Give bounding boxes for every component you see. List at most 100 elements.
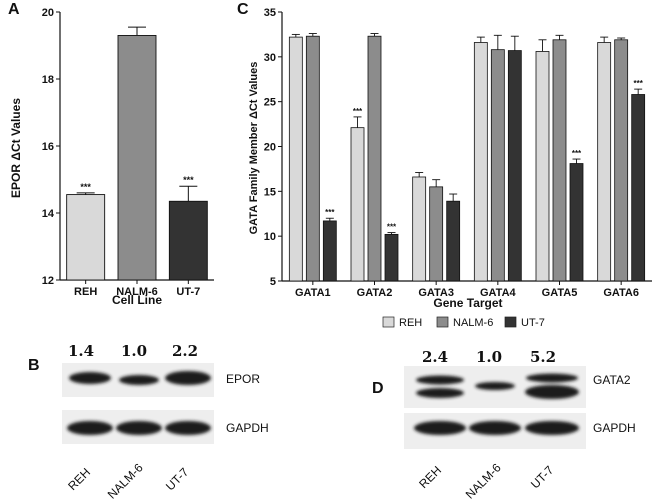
panel-a: A EPOR ΔCt Values Cell Line 12 14 16 18 20 RE… — [8, 1, 214, 307]
blot-d-ratio-ut7: 5.2 — [530, 348, 556, 366]
blot-d-gata2-band-reh-upper — [416, 375, 464, 385]
panel-c-y-tick-label: 10 — [264, 231, 276, 243]
panel-c-legend: REH NALM-6 UT-7 — [382, 316, 545, 329]
panel-c-y-tick-label: 25 — [264, 97, 276, 109]
blot-b-lane-reh: REH — [65, 465, 93, 493]
panel-b: B 1.4 1.0 2.2 EPOR GAPDH REH NALM-6 UT-7 — [28, 342, 269, 502]
blot-d-gata2-bands — [416, 373, 579, 399]
legend-swatch-ut7 — [504, 316, 517, 328]
panel-a-y-tick-label: 18 — [42, 74, 54, 86]
panel-a-x-tick-label: REH — [74, 286, 97, 298]
panel-c-significance-gata6-ut7: *** — [633, 79, 643, 88]
panel-c: C GATA Family Member ΔCt Values Gene Tar… — [237, 1, 652, 329]
panel-a-plot: 12 14 16 18 20 REH *** NALM-6 UT-7 *** — [42, 7, 214, 298]
panel-a-significance-reh: *** — [80, 182, 91, 192]
panel-a-y-tick-label: 20 — [42, 7, 54, 19]
panel-c-letter: C — [237, 1, 249, 18]
panel-c-significance-gata5-ut7: *** — [572, 149, 582, 158]
panel-c-bar-gata4-ut7 — [507, 50, 522, 282]
blot-b-gapdh-label: GAPDH — [226, 421, 269, 435]
blot-b-epor-bands — [69, 371, 211, 385]
panel-d: D 2.4 1.0 5.2 GATA2 GAPDH REH NALM-6 UT-… — [372, 348, 636, 502]
panel-c-x-tick-label-gata6: GATA6 — [603, 287, 639, 299]
panel-a-letter: A — [8, 1, 20, 18]
panel-a-bar-ut7 — [168, 200, 208, 281]
blot-d-gapdh-label: GAPDH — [593, 421, 636, 435]
blot-b-epor-band-ut7 — [165, 371, 211, 385]
blot-d-ratio-reh: 2.4 — [422, 348, 448, 366]
blot-d-gapdh-band-nalm6 — [469, 421, 521, 435]
blot-b-gapdh-band-nalm6 — [116, 421, 162, 435]
panel-a-bar-nalm6 — [117, 35, 157, 281]
blot-d-ratio-nalm6: 1.0 — [476, 348, 502, 366]
panel-c-y-tick-label: 20 — [264, 142, 276, 154]
blot-d-gapdh-band-reh — [414, 421, 466, 435]
legend-label-ut7: UT-7 — [521, 317, 545, 329]
panel-c-x-tick-label-gata2: GATA2 — [357, 287, 393, 299]
legend-label-reh: REH — [399, 317, 422, 329]
blot-b-lane-ut7: UT-7 — [163, 465, 192, 494]
blot-b-epor-label: EPOR — [226, 372, 260, 386]
panel-a-y-axis-label: EPOR ΔCt Values — [9, 98, 23, 198]
blot-b-ratio-nalm6: 1.0 — [121, 342, 147, 360]
blot-b-ratio-ut7: 2.2 — [172, 342, 198, 360]
panel-c-significance-gata2-reh: *** — [353, 107, 363, 116]
panel-c-bar-gata5-reh — [535, 51, 550, 282]
blot-b-gapdh-band-reh — [67, 421, 113, 435]
panel-c-bar-gata2-reh — [350, 127, 365, 282]
legend-label-nalm6: NALM-6 — [453, 317, 493, 329]
panel-d-letter: D — [372, 380, 384, 397]
panel-a-y-tick-label: 12 — [42, 275, 54, 287]
panel-c-bar-gata6-ut7 — [631, 94, 646, 282]
blot-d-gata2-band-ut7-upper — [526, 373, 578, 383]
panel-c-y-tick-label: 5 — [270, 276, 276, 288]
blot-b-gapdh-bands — [67, 421, 211, 435]
blot-d-gapdh-bands — [414, 421, 579, 435]
panel-c-bar-gata6-reh — [597, 42, 612, 282]
panel-c-bar-gata1-ut7 — [322, 220, 337, 282]
blot-d-gata2-band-ut7-lower — [525, 385, 579, 399]
panel-a-bar-reh — [66, 194, 106, 281]
panel-c-y-tick-label: 30 — [264, 52, 276, 64]
panel-c-bar-gata5-nalm6 — [552, 39, 567, 282]
panel-c-bar-gata4-nalm6 — [490, 49, 505, 282]
panel-c-x-tick-label-gata5: GATA5 — [542, 287, 578, 299]
panel-a-significance-ut7: *** — [183, 175, 194, 185]
panel-c-bar-gata1-nalm6 — [305, 35, 320, 282]
blot-b-ratio-reh: 1.4 — [68, 342, 94, 360]
panel-c-bar-gata4-reh — [473, 42, 488, 282]
panel-c-significance-gata2-ut7: *** — [387, 223, 397, 232]
blot-b-epor-band-reh — [69, 372, 111, 384]
blot-b-lane-nalm6: NALM-6 — [105, 460, 146, 501]
panel-a-y-tick-label: 14 — [42, 208, 55, 220]
panel-c-significance-gata1-ut7: *** — [325, 208, 335, 217]
blot-d-lane-ut7: UT-7 — [528, 463, 557, 492]
panel-c-y-tick-label: 15 — [264, 186, 276, 198]
panel-c-x-tick-label-gata4: GATA4 — [480, 287, 517, 299]
blot-d-gata2-label: GATA2 — [593, 373, 631, 387]
panel-a-x-tick-label: UT-7 — [176, 286, 200, 298]
blot-b-gapdh-band-ut7 — [165, 421, 211, 435]
blot-d-lane-reh: REH — [416, 463, 444, 491]
panel-c-x-tick-label-gata3: GATA3 — [418, 287, 454, 299]
panel-a-x-tick-label: NALM-6 — [116, 286, 158, 298]
panel-c-y-tick-label: 35 — [264, 7, 276, 19]
panel-c-bar-gata3-ut7 — [446, 200, 461, 282]
panel-c-x-tick-label-gata1: GATA1 — [295, 287, 331, 299]
panel-a-x-axis-label: Cell Line — [112, 293, 162, 307]
panel-c-bar-gata3-reh — [412, 176, 427, 282]
blot-d-gata2-band-reh-lower — [416, 388, 464, 398]
legend-swatch-nalm6 — [436, 316, 449, 328]
panel-c-bar-gata6-nalm6 — [614, 39, 629, 282]
blot-b-epor-band-nalm6 — [119, 375, 159, 385]
panel-c-x-axis-label: Gene Target — [433, 296, 502, 310]
panel-a-y-tick-label: 16 — [42, 141, 54, 153]
panel-c-bar-gata2-nalm6 — [367, 35, 382, 282]
panel-c-y-axis-label: GATA Family Member ΔCt Values — [248, 62, 260, 235]
blot-d-gata2-band-nalm6 — [475, 382, 515, 390]
panel-c-bar-gata1-reh — [288, 36, 303, 282]
panel-b-letter: B — [28, 357, 40, 374]
panel-c-bar-gata5-ut7 — [569, 163, 584, 282]
panel-c-bar-gata2-ut7 — [384, 233, 399, 282]
